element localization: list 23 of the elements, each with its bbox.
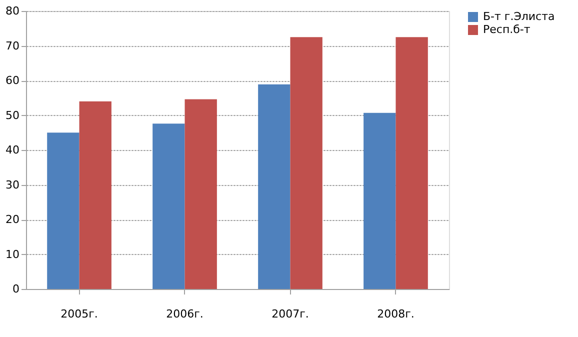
y-tick-label: 80 xyxy=(6,4,20,18)
y-tick-label: 0 xyxy=(12,282,20,296)
legend-label: Респ.б-т xyxy=(483,23,531,36)
y-tick-label: 10 xyxy=(6,248,20,261)
bar xyxy=(152,124,185,289)
x-tick-label: 2005г. xyxy=(60,308,98,320)
legend-label: Б-т г.Элиста xyxy=(483,10,555,23)
y-tick-label: 60 xyxy=(6,74,20,87)
x-tick-label: 2006г. xyxy=(166,308,204,320)
y-tick-label: 20 xyxy=(6,213,20,226)
bar xyxy=(47,132,80,289)
bar xyxy=(396,37,428,289)
bar xyxy=(79,101,112,289)
x-tick-label: 2007г. xyxy=(272,308,309,320)
x-tick-label: 2008г. xyxy=(377,308,414,320)
y-tick-label: 70 xyxy=(6,39,20,52)
bar xyxy=(184,99,217,289)
y-tick-label: 50 xyxy=(6,108,20,122)
bar xyxy=(258,84,290,289)
y-tick-label: 40 xyxy=(6,144,20,156)
bar xyxy=(290,37,322,289)
bar xyxy=(364,112,396,289)
y-tick-label: 30 xyxy=(6,178,20,192)
